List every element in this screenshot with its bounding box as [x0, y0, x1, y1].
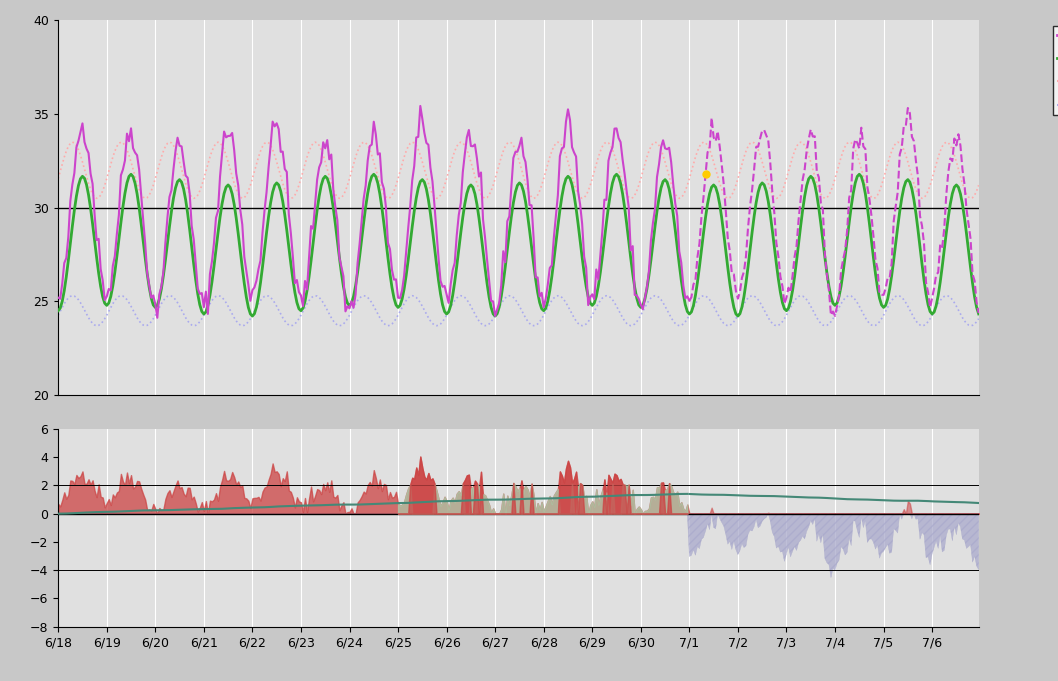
Legend: , , , : , , ,	[1053, 26, 1058, 115]
